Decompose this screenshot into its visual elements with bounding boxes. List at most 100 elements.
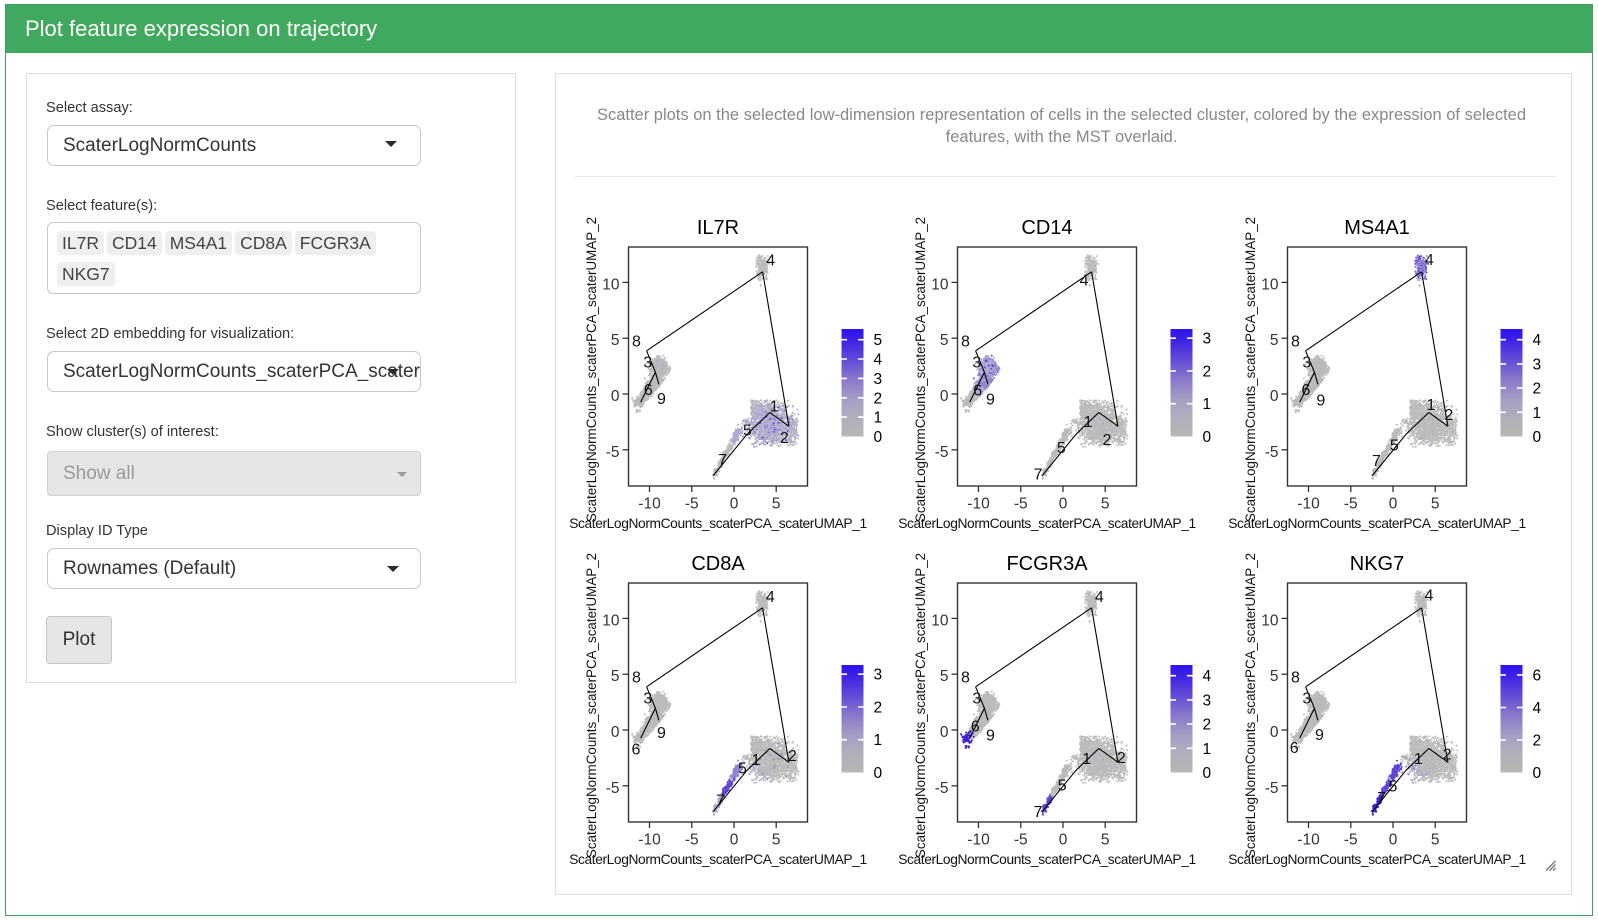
svg-text:9: 9 bbox=[986, 727, 995, 744]
svg-text:1: 1 bbox=[1532, 405, 1541, 422]
svg-text:3: 3 bbox=[972, 690, 981, 707]
svg-text:0: 0 bbox=[729, 496, 738, 513]
svg-text:0: 0 bbox=[1388, 496, 1397, 513]
svg-text:5: 5 bbox=[610, 668, 619, 685]
svg-text:0: 0 bbox=[1269, 724, 1278, 741]
svg-text:4: 4 bbox=[1080, 273, 1089, 290]
svg-text:6: 6 bbox=[1289, 739, 1298, 756]
svg-text:7: 7 bbox=[1034, 804, 1043, 821]
svg-text:10: 10 bbox=[931, 276, 949, 293]
svg-text:2: 2 bbox=[1444, 407, 1453, 424]
svg-text:2: 2 bbox=[1532, 381, 1541, 398]
svg-text:2: 2 bbox=[1203, 716, 1212, 733]
svg-text:2: 2 bbox=[1442, 746, 1451, 763]
svg-text:ScaterLogNormCounts_scaterPCA_: ScaterLogNormCounts_scaterPCA_scaterUMAP… bbox=[1243, 217, 1258, 522]
svg-text:MS4A1: MS4A1 bbox=[1344, 217, 1410, 239]
svg-text:8: 8 bbox=[1290, 669, 1299, 686]
svg-text:-5: -5 bbox=[1264, 779, 1278, 796]
svg-text:10: 10 bbox=[602, 276, 620, 293]
svg-text:4: 4 bbox=[1424, 587, 1433, 604]
svg-text:5: 5 bbox=[610, 332, 619, 349]
svg-text:7: 7 bbox=[1034, 466, 1043, 483]
svg-text:5: 5 bbox=[1269, 668, 1278, 685]
svg-text:1: 1 bbox=[1082, 751, 1091, 768]
svg-text:1: 1 bbox=[1426, 397, 1435, 414]
svg-text:1: 1 bbox=[873, 410, 882, 427]
svg-text:5: 5 bbox=[771, 831, 780, 848]
svg-text:CD8A: CD8A bbox=[691, 553, 745, 575]
svg-text:-5: -5 bbox=[605, 444, 619, 461]
svg-text:3: 3 bbox=[1203, 331, 1212, 348]
svg-text:5: 5 bbox=[873, 332, 882, 349]
svg-text:4: 4 bbox=[765, 589, 774, 606]
svg-text:0: 0 bbox=[1532, 765, 1541, 782]
svg-text:-10: -10 bbox=[1297, 831, 1320, 848]
svg-text:6: 6 bbox=[973, 382, 982, 399]
svg-text:-5: -5 bbox=[1014, 496, 1028, 513]
svg-text:7: 7 bbox=[1377, 790, 1386, 807]
svg-text:-5: -5 bbox=[935, 444, 949, 461]
svg-text:FCGR3A: FCGR3A bbox=[1006, 553, 1088, 575]
svg-text:3: 3 bbox=[643, 690, 652, 707]
svg-text:5: 5 bbox=[1101, 831, 1110, 848]
svg-text:5: 5 bbox=[1269, 332, 1278, 349]
svg-text:ScaterLogNormCounts_scaterPCA_: ScaterLogNormCounts_scaterPCA_scaterUMAP… bbox=[584, 217, 599, 522]
svg-text:6: 6 bbox=[1301, 382, 1310, 399]
svg-text:3: 3 bbox=[873, 666, 882, 683]
svg-text:1: 1 bbox=[751, 752, 760, 769]
svg-text:3: 3 bbox=[643, 355, 652, 372]
svg-text:0: 0 bbox=[873, 765, 882, 782]
svg-text:9: 9 bbox=[1315, 727, 1324, 744]
svg-text:-5: -5 bbox=[1264, 444, 1278, 461]
svg-text:2: 2 bbox=[1203, 364, 1212, 381]
svg-text:5: 5 bbox=[1057, 440, 1066, 457]
svg-text:8: 8 bbox=[961, 333, 970, 350]
svg-text:6: 6 bbox=[643, 382, 652, 399]
svg-text:ScaterLogNormCounts_scaterPCA_: ScaterLogNormCounts_scaterPCA_scaterUMAP… bbox=[898, 516, 1196, 531]
svg-text:-10: -10 bbox=[638, 496, 661, 513]
svg-text:ScaterLogNormCounts_scaterPCA_: ScaterLogNormCounts_scaterPCA_scaterUMAP… bbox=[569, 852, 867, 867]
svg-text:0: 0 bbox=[1059, 496, 1068, 513]
svg-text:5: 5 bbox=[1430, 496, 1439, 513]
svg-text:ScaterLogNormCounts_scaterPCA_: ScaterLogNormCounts_scaterPCA_scaterUMAP… bbox=[1243, 552, 1258, 857]
svg-text:4: 4 bbox=[873, 352, 882, 369]
svg-text:5: 5 bbox=[940, 332, 949, 349]
svg-text:6: 6 bbox=[1532, 667, 1541, 684]
svg-text:-5: -5 bbox=[684, 831, 698, 848]
svg-text:5: 5 bbox=[1389, 437, 1398, 454]
svg-text:-10: -10 bbox=[1297, 496, 1320, 513]
svg-text:ScaterLogNormCounts_scaterPCA_: ScaterLogNormCounts_scaterPCA_scaterUMAP… bbox=[898, 852, 1196, 867]
svg-text:0: 0 bbox=[1388, 831, 1397, 848]
svg-text:4: 4 bbox=[1424, 252, 1433, 269]
svg-text:-5: -5 bbox=[605, 779, 619, 796]
svg-text:ScaterLogNormCounts_scaterPCA_: ScaterLogNormCounts_scaterPCA_scaterUMAP… bbox=[569, 516, 867, 531]
svg-text:2: 2 bbox=[787, 748, 796, 765]
svg-text:0: 0 bbox=[1059, 831, 1068, 848]
svg-text:2: 2 bbox=[873, 390, 882, 407]
svg-text:10: 10 bbox=[602, 612, 620, 629]
svg-text:5: 5 bbox=[743, 422, 752, 439]
svg-text:IL7R: IL7R bbox=[696, 217, 738, 239]
svg-text:1: 1 bbox=[1413, 751, 1422, 768]
svg-text:-5: -5 bbox=[935, 779, 949, 796]
svg-text:7: 7 bbox=[718, 452, 727, 469]
svg-text:8: 8 bbox=[1290, 333, 1299, 350]
svg-text:7: 7 bbox=[716, 792, 725, 809]
svg-text:3: 3 bbox=[873, 371, 882, 388]
svg-text:ScaterLogNormCounts_scaterPCA_: ScaterLogNormCounts_scaterPCA_scaterUMAP… bbox=[1228, 516, 1526, 531]
svg-text:ScaterLogNormCounts_scaterPCA_: ScaterLogNormCounts_scaterPCA_scaterUMAP… bbox=[1228, 852, 1526, 867]
svg-text:4: 4 bbox=[1095, 589, 1104, 606]
svg-text:3: 3 bbox=[1203, 692, 1212, 709]
svg-text:9: 9 bbox=[1316, 393, 1325, 410]
svg-text:-10: -10 bbox=[967, 496, 990, 513]
svg-text:4: 4 bbox=[1532, 700, 1541, 717]
svg-text:0: 0 bbox=[940, 724, 949, 741]
svg-text:8: 8 bbox=[631, 333, 640, 350]
svg-text:0: 0 bbox=[1203, 765, 1212, 782]
svg-text:6: 6 bbox=[971, 718, 980, 735]
svg-text:0: 0 bbox=[1269, 388, 1278, 405]
svg-text:4: 4 bbox=[1532, 332, 1541, 349]
svg-text:9: 9 bbox=[986, 392, 995, 409]
svg-text:5: 5 bbox=[1430, 831, 1439, 848]
svg-text:8: 8 bbox=[961, 669, 970, 686]
